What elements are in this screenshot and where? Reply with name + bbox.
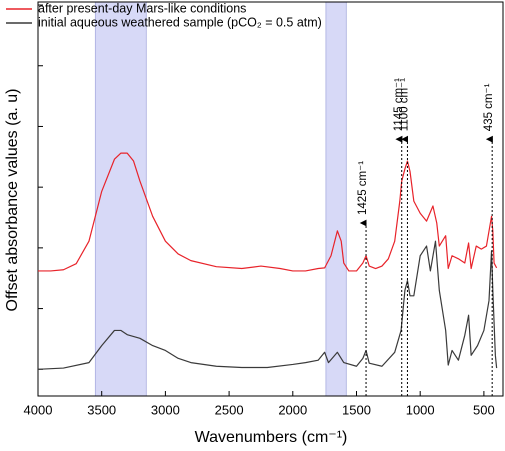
y-axis-title: Offset absorbance values (a. u) bbox=[4, 89, 21, 312]
series-line bbox=[37, 240, 498, 370]
x-axis-title: Wavenumbers (cm⁻¹) bbox=[195, 429, 348, 446]
highlight-band bbox=[94, 1, 147, 397]
x-tick-label: 4000 bbox=[24, 402, 53, 417]
legend-label: after present-day Mars-like conditions bbox=[38, 1, 246, 15]
x-tick-label: 3500 bbox=[87, 402, 116, 417]
x-tick-label: 1000 bbox=[406, 402, 435, 417]
plot-frame bbox=[37, 1, 504, 397]
legend-label: initial aqueous weathered sample (pCO₂ =… bbox=[38, 15, 322, 29]
highlight-band bbox=[325, 1, 347, 397]
x-tick-label: 1500 bbox=[342, 402, 371, 417]
annotation-label: 1100 cm⁻¹ bbox=[398, 78, 410, 131]
annotation-label: 1145 cm⁻¹ bbox=[393, 78, 405, 131]
x-tick-label: 3000 bbox=[151, 402, 180, 417]
annotation-label: 435 cm⁻¹ bbox=[483, 83, 495, 131]
x-tick-label: 2500 bbox=[215, 402, 244, 417]
annotation-label: 1425 cm⁻¹ bbox=[357, 161, 369, 215]
x-tick-label: 2000 bbox=[278, 402, 307, 417]
x-tick-label: 500 bbox=[473, 402, 495, 417]
